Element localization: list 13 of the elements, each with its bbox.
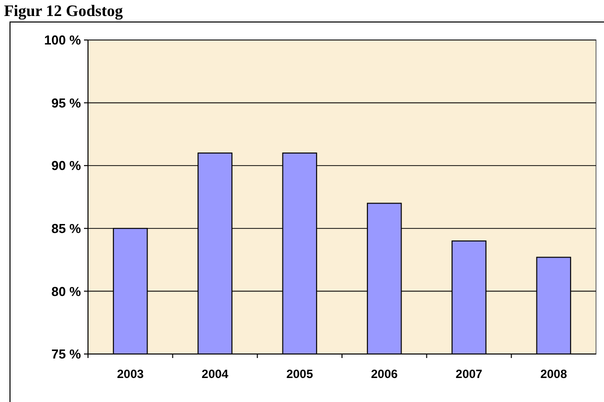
y-tick-label: 75 % (51, 346, 82, 362)
y-tick-label: 80 % (51, 284, 82, 299)
x-tick-label: 2006 (370, 367, 398, 381)
x-tick-label: 2003 (116, 367, 144, 381)
y-tick-label: 85 % (51, 220, 82, 236)
y-tick-label: 90 % (51, 158, 82, 174)
chart-title: Figur 12 Godstog (4, 3, 123, 20)
x-tick-label: 2007 (456, 367, 483, 381)
x-tick-label: 2004 (202, 367, 229, 381)
y-tick-label: 95 % (51, 95, 82, 110)
x-tick-label: 2008 (540, 367, 568, 381)
y-tick-label: 100 % (44, 32, 82, 48)
x-tick-label: 2005 (286, 367, 314, 381)
